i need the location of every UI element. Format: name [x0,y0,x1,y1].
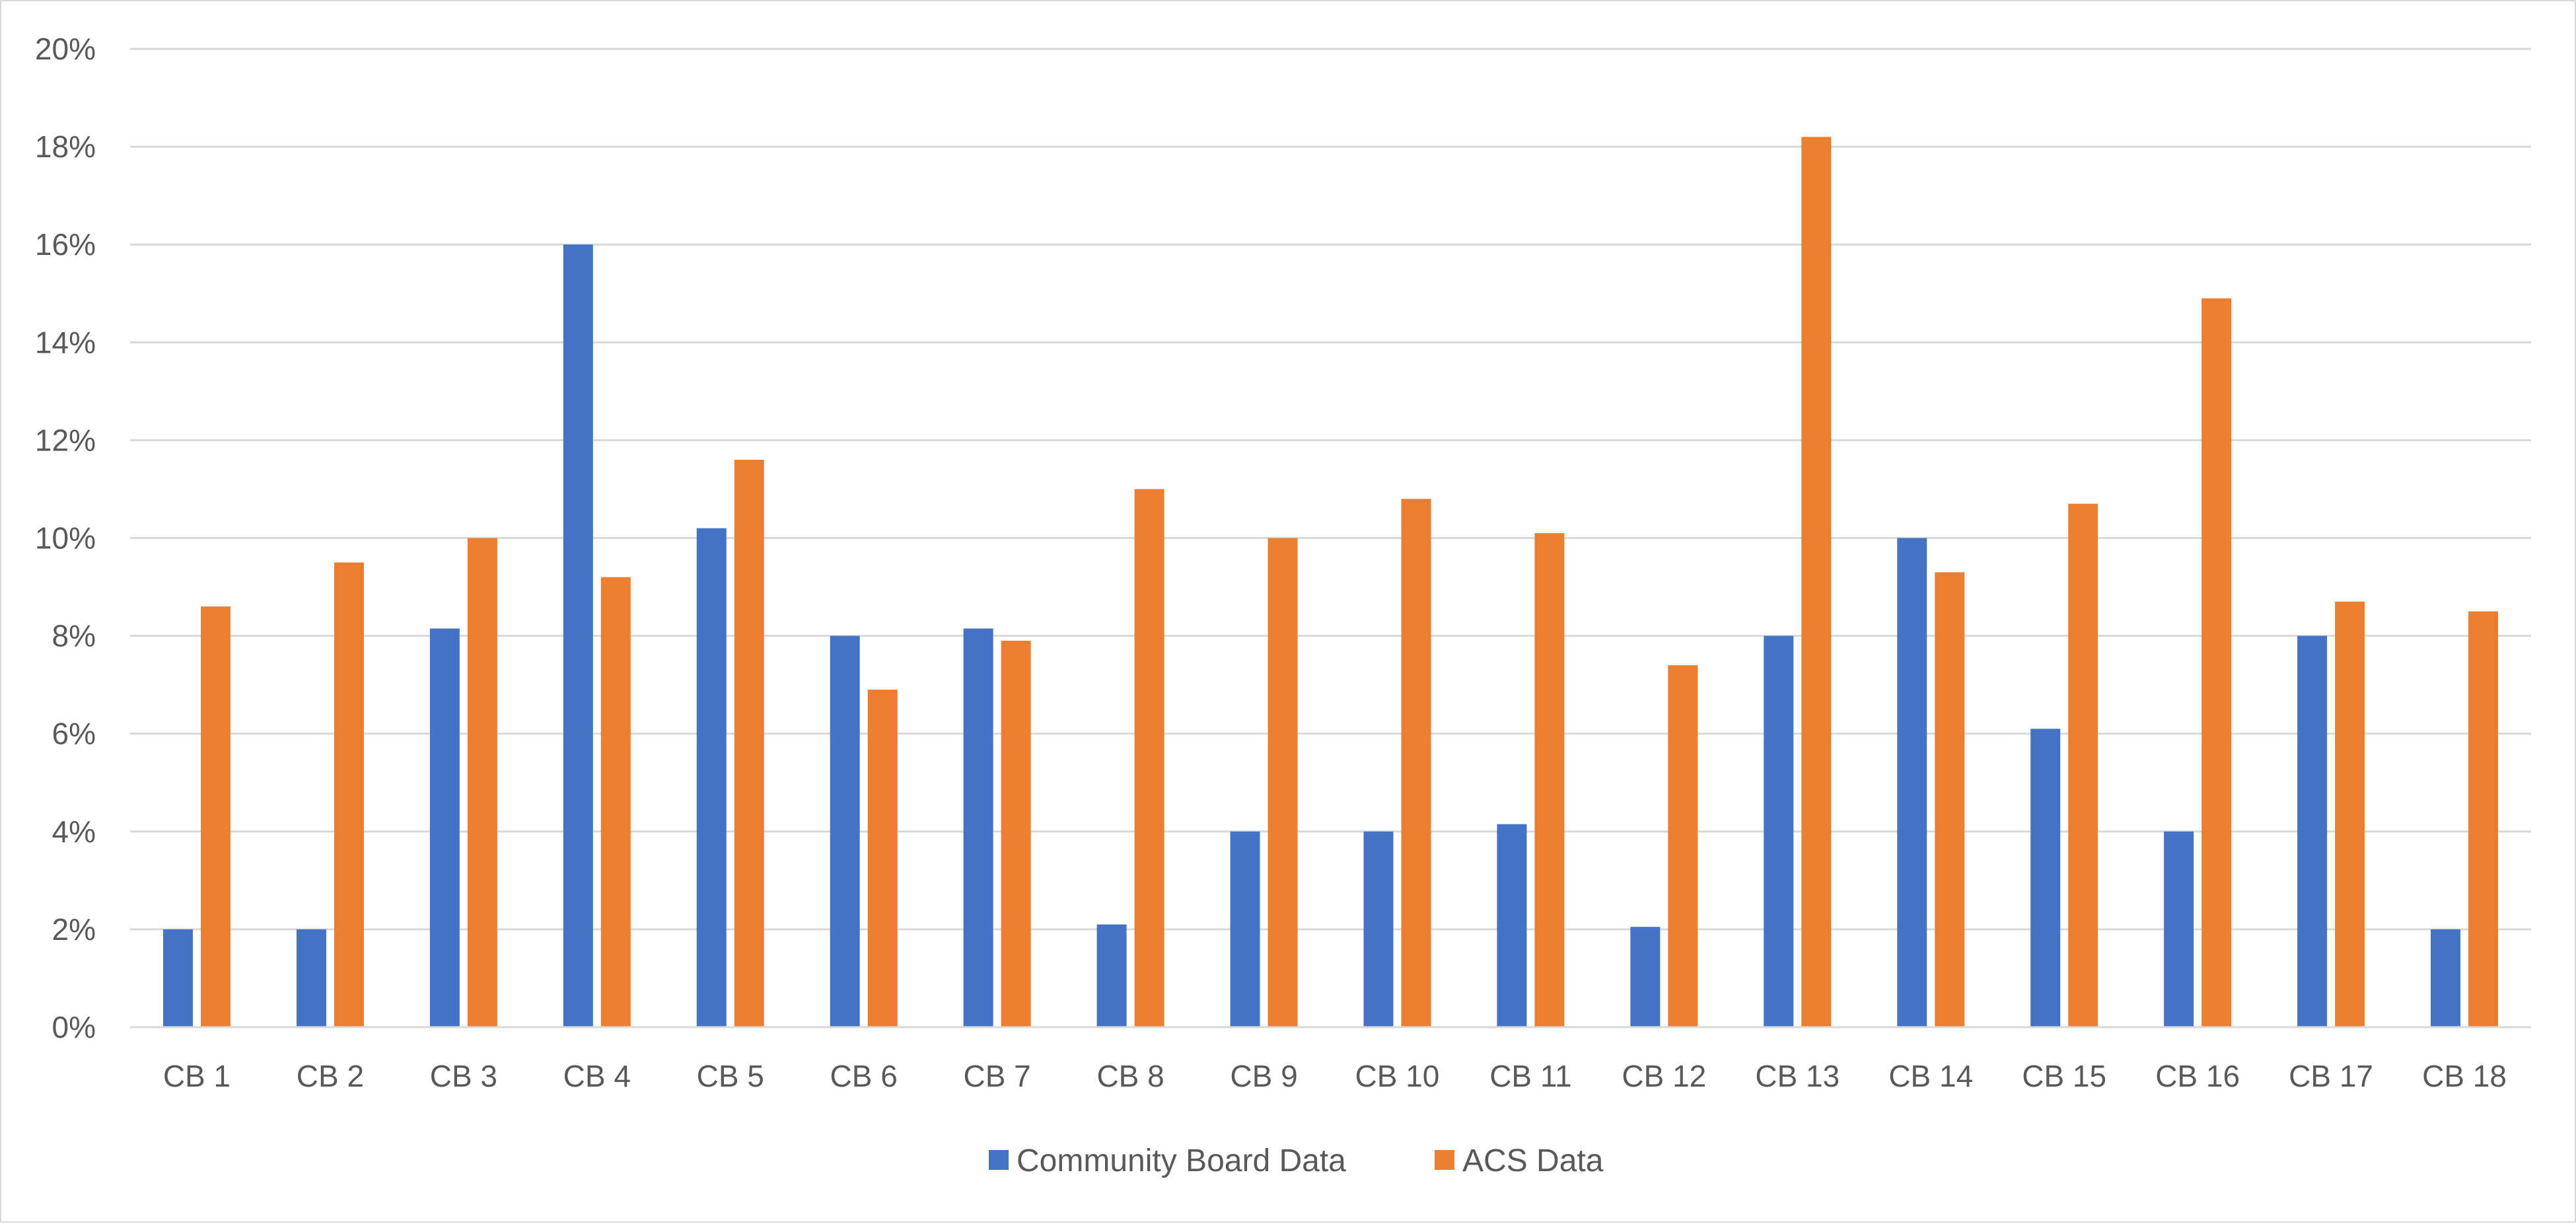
x-tick-label: CB 2 [297,1059,364,1093]
bar-acs-cb-9 [1268,538,1298,1027]
x-tick-label: CB 9 [1230,1059,1297,1093]
bar-community-board-cb-10 [1363,831,1394,1027]
x-tick-label: CB 3 [430,1059,497,1093]
bar-community-board-cb-7 [963,628,993,1027]
y-tick-label: 0% [52,1010,96,1044]
bar-acs-cb-10 [1401,499,1431,1027]
bar-acs-cb-2 [334,562,364,1027]
y-tick-label: 4% [52,814,96,849]
y-tick-label: 6% [52,717,96,751]
bar-acs-cb-1 [200,606,231,1027]
bar-community-board-cb-2 [296,929,326,1027]
bar-acs-cb-8 [1134,489,1164,1027]
legend-swatch-acs [1435,1150,1454,1170]
bar-community-board-cb-16 [2164,831,2194,1027]
y-tick-label: 18% [35,129,96,164]
bar-community-board-cb-1 [162,929,193,1027]
bar-community-board-cb-4 [563,244,593,1028]
bar-community-board-cb-5 [696,528,727,1027]
y-axis-tick-labels: 0% 2% 4% 6% 8% 10% 12% 14% 16% 18% 20% [35,32,96,1044]
bar-acs-cb-17 [2335,601,2365,1027]
bar-community-board-cb-13 [1764,635,1794,1027]
y-tick-label: 16% [35,227,96,262]
x-tick-label: CB 8 [1096,1059,1164,1093]
bar-community-board-cb-3 [429,628,460,1027]
y-tick-label: 14% [35,325,96,359]
x-tick-label: CB 15 [2022,1059,2106,1093]
y-tick-label: 10% [35,521,96,556]
y-tick-label: 2% [52,912,96,947]
bar-acs-cb-16 [2201,298,2232,1027]
y-tick-label: 8% [52,619,96,653]
bar-acs-cb-11 [1534,533,1565,1027]
bar-acs-cb-15 [2068,503,2098,1027]
legend-label-community-board: Community Board Data [1017,1143,1346,1178]
legend-label-acs: ACS Data [1462,1143,1604,1178]
x-tick-label: CB 12 [1622,1059,1706,1093]
x-tick-label: CB 5 [697,1059,764,1093]
y-tick-label: 20% [35,32,96,66]
x-tick-label: CB 17 [2289,1059,2373,1093]
bar-community-board-cb-8 [1096,924,1127,1027]
x-tick-label: CB 18 [2422,1059,2507,1093]
bar-community-board-cb-12 [1630,927,1661,1027]
bar-community-board-cb-9 [1230,831,1260,1027]
bar-acs-cb-6 [867,690,898,1027]
bar-acs-cb-18 [2468,611,2499,1027]
bar-acs-cb-12 [1668,665,1698,1027]
legend: Community Board Data ACS Data [989,1143,1604,1178]
bars [162,137,2499,1028]
bar-community-board-cb-14 [1897,538,1927,1027]
bar-acs-cb-14 [1935,572,1965,1027]
x-axis-tick-labels: CB 1 CB 2 CB 3 CB 4 CB 5 CB 6 CB 7 CB 8 CB 9 CB 1… [163,1059,2507,1093]
x-tick-label: CB 10 [1355,1059,1440,1093]
x-tick-label: CB 6 [830,1059,898,1093]
bar-acs-cb-4 [600,577,631,1027]
bar-community-board-cb-17 [2297,635,2328,1027]
bar-community-board-cb-6 [830,635,860,1027]
x-tick-label: CB 7 [964,1059,1031,1093]
x-tick-label: CB 1 [163,1059,231,1093]
bar-community-board-cb-18 [2431,929,2461,1027]
x-tick-label: CB 16 [2155,1059,2240,1093]
bar-acs-cb-13 [1801,137,1832,1027]
x-tick-label: CB 13 [1755,1059,1840,1093]
bar-acs-cb-3 [467,538,497,1027]
x-tick-label: CB 11 [1489,1059,1571,1093]
gridlines [130,48,2531,931]
y-tick-label: 12% [35,423,96,457]
x-tick-label: CB 14 [1888,1059,1973,1093]
bar-acs-cb-7 [1001,641,1031,1027]
bar-community-board-cb-15 [2030,729,2061,1027]
legend-swatch-community-board [989,1150,1009,1170]
x-tick-label: CB 4 [563,1059,631,1093]
bar-community-board-cb-11 [1497,824,1527,1027]
bar-acs-cb-5 [734,460,764,1027]
